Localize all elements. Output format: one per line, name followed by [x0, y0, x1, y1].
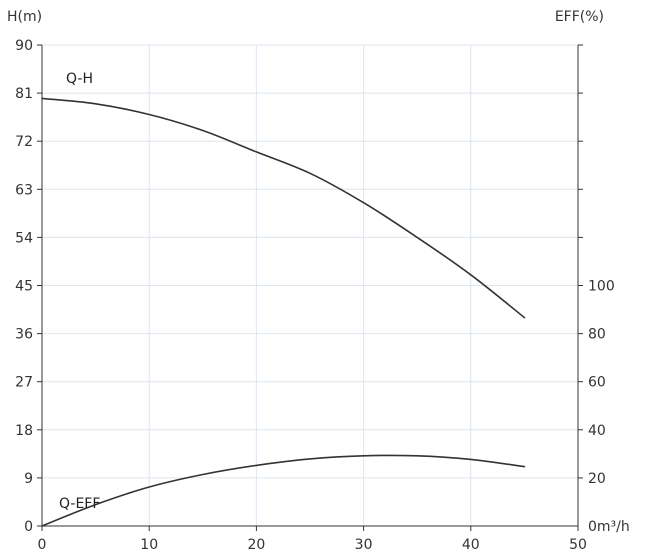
y2-axis-label: EFF(%): [555, 9, 604, 25]
y-tick-label: 36: [15, 327, 33, 343]
series-curve-q-eff: [41, 454, 526, 527]
x-tick-label: 40: [462, 537, 480, 552]
grid: [42, 44, 578, 526]
y-tick-label: 45: [15, 279, 33, 295]
series-label-q-eff: Q-EFF: [59, 496, 100, 512]
y-tick-label: 0: [24, 519, 33, 535]
y-tick-label: 72: [15, 134, 33, 150]
x-tick-label: 30: [355, 537, 373, 552]
y-tick-label: 27: [15, 375, 33, 391]
x-tick-label: 0: [38, 537, 47, 552]
y-tick-label: 9: [24, 471, 33, 487]
y2-zero-x-unit-label: 0m³/h: [588, 519, 630, 535]
series-label-q-h: Q-H: [66, 71, 93, 87]
y2-tick-label: 80: [588, 327, 606, 343]
x-tick-label: 50: [569, 537, 587, 552]
y2-tick-label: 40: [588, 423, 606, 439]
y2-tick-label: 20: [588, 471, 606, 487]
series-curve-q-h: [41, 97, 526, 319]
y-axis-label: H(m): [7, 9, 42, 25]
series-curves: [41, 97, 526, 527]
y-tick-label: 81: [15, 86, 33, 102]
y2-tick-label: 60: [588, 375, 606, 391]
x-tick-label: 20: [247, 537, 265, 552]
y-tick-label: 18: [15, 423, 33, 439]
y2-tick-label: 100: [588, 279, 615, 295]
y-tick-label: 54: [15, 230, 33, 246]
y-tick-label: 63: [15, 182, 33, 198]
y-tick-label: 90: [15, 38, 33, 54]
tick-labels: 0 9 18 27 36 45 54 63 72 81 90 20 40 60 80 100 0m³/h 0 10 2…: [15, 38, 630, 552]
x-tick-label: 10: [140, 537, 158, 552]
